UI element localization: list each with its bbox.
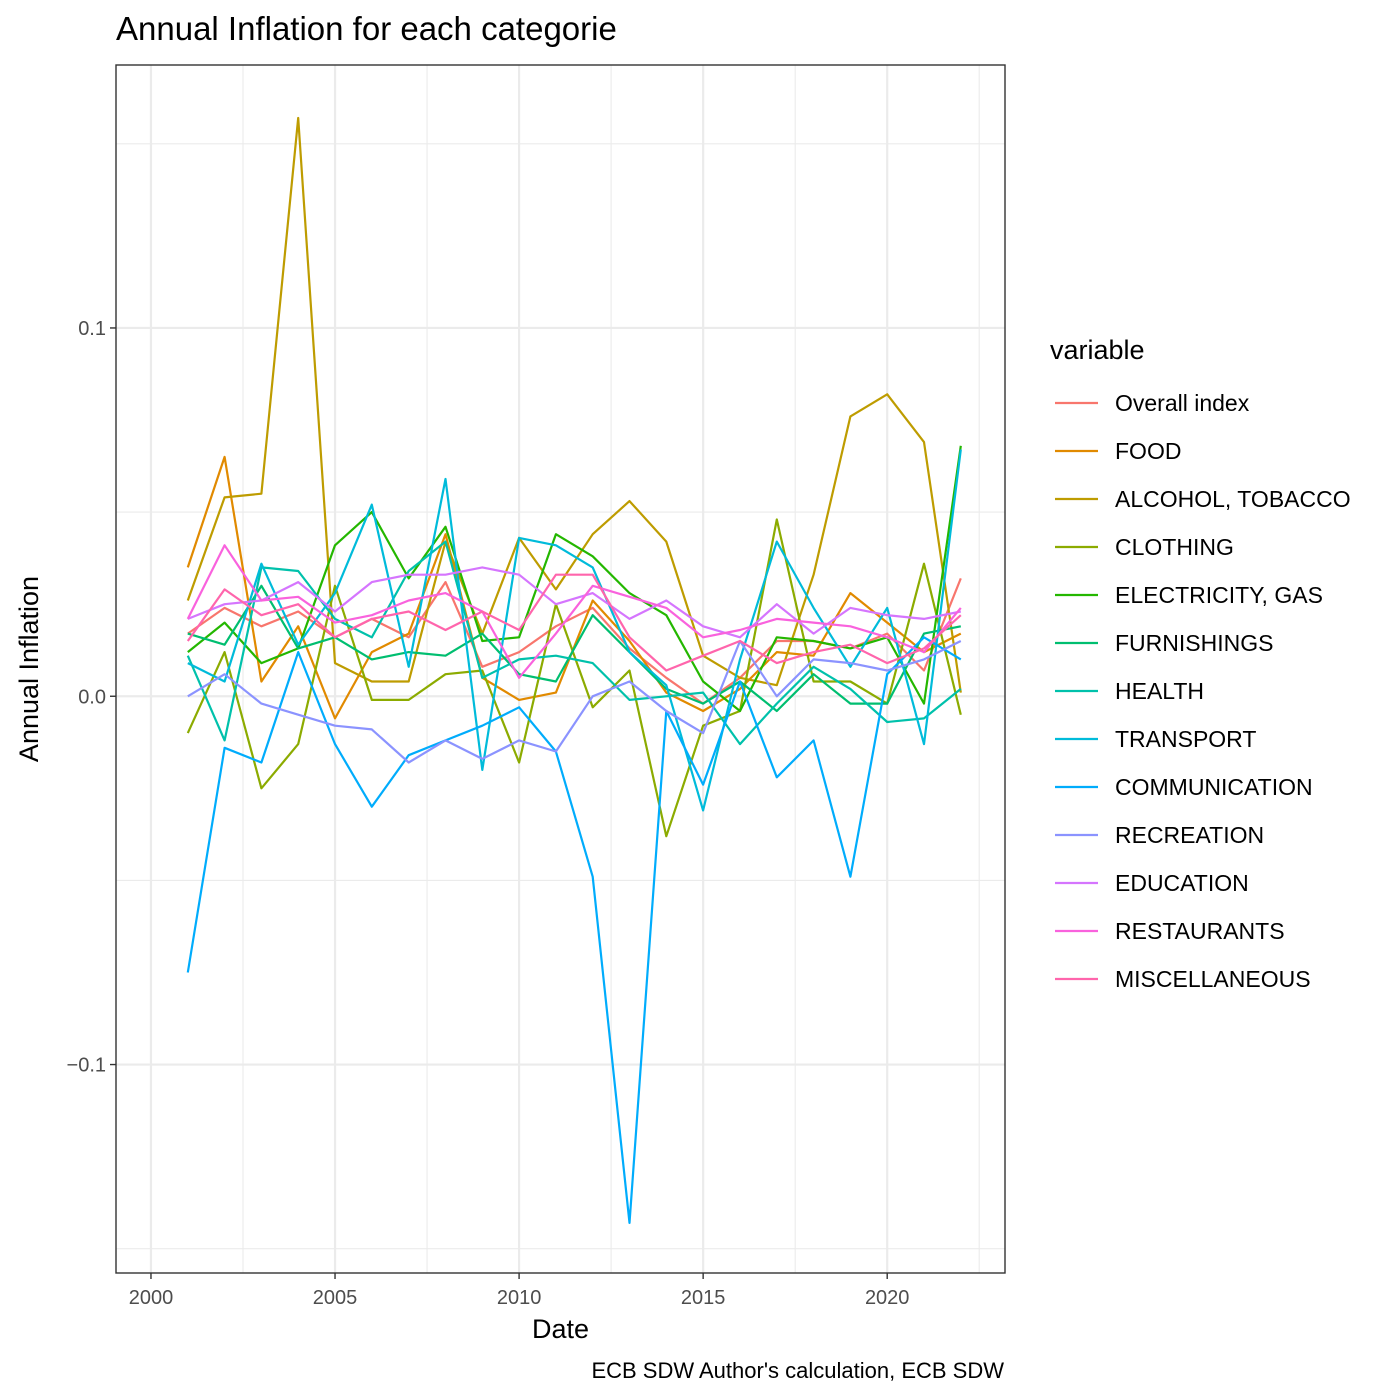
series-line-furnishings: [187, 584, 962, 713]
axes: 2000 2005 2010 2015 2020 −0.1 0.0 0.1: [67, 318, 910, 1309]
x-tick-label: 2005: [313, 1287, 358, 1309]
legend-label-furnishings: FURNISHINGS: [1115, 630, 1273, 656]
legend-label-transport: TRANSPORT: [1115, 726, 1256, 752]
series-lines: [186, 116, 962, 1225]
series-line-communication: [186, 636, 962, 1225]
chart-caption: ECB SDW Author's calculation, ECB SDW: [591, 1358, 1004, 1383]
series-line-miscellaneous: [186, 573, 962, 672]
x-tick-label: 2010: [497, 1287, 542, 1309]
x-tick-label: 2000: [129, 1287, 174, 1309]
legend-label-overall-index: Overall index: [1115, 390, 1250, 416]
series-line-transport: [187, 449, 962, 812]
legend-label-education: EDUCATION: [1115, 870, 1249, 896]
legend-label-food: FOOD: [1115, 438, 1181, 464]
plot-panel-border: [115, 64, 1006, 1274]
legend-label-restaurants: RESTAURANTS: [1115, 918, 1285, 944]
legend-label-electricity-gas: ELECTRICITY, GAS: [1115, 582, 1323, 608]
grid-lines: [116, 65, 1005, 1273]
chart-title: Annual Inflation for each categorie: [116, 10, 617, 47]
x-axis-title: Date: [532, 1314, 589, 1344]
series-line-clothing: [186, 518, 962, 838]
legend-label-clothing: CLOTHING: [1115, 534, 1234, 560]
series-line-health: [186, 540, 962, 746]
series-line-education: [187, 566, 962, 639]
legend-label-miscellaneous: MISCELLANEOUS: [1115, 966, 1311, 992]
legend: Overall index FOOD ALCOHOL, TOBACCO CLOTHIN…: [1055, 390, 1351, 992]
legend-label-health: HEALTH: [1115, 678, 1204, 704]
y-tick-label: −0.1: [67, 1055, 106, 1077]
legend-label-recreation: RECREATION: [1115, 822, 1264, 848]
legend-title: variable: [1050, 335, 1145, 365]
x-tick-label: 2015: [681, 1287, 726, 1309]
y-axis-title: Annual Inflation: [14, 576, 44, 762]
legend-label-alcohol-tobacco: ALCOHOL, TOBACCO: [1115, 486, 1351, 512]
legend-label-communication: COMMUNICATION: [1115, 774, 1313, 800]
y-tick-label: 0.0: [78, 686, 106, 708]
y-tick-label: 0.1: [78, 318, 106, 340]
series-line-recreation: [187, 639, 962, 764]
series-line-restaurants: [186, 544, 962, 679]
x-tick-label: 2020: [865, 1287, 910, 1309]
series-line-alcohol-tobacco: [186, 116, 962, 693]
plot-panel-background: [116, 65, 1005, 1273]
